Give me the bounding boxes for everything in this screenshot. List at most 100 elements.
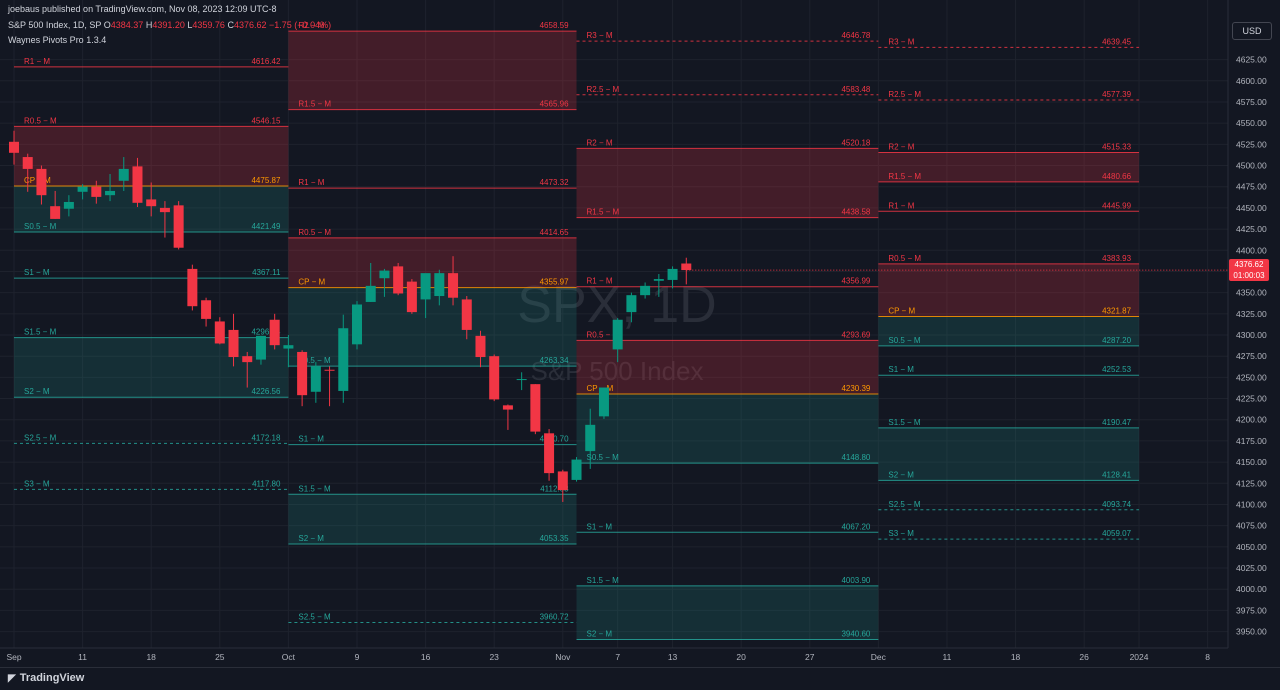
- candle-body: [667, 268, 678, 280]
- candle-body: [255, 335, 266, 360]
- pivot-level-label: S1 − M: [24, 268, 50, 277]
- pivot-level-label: S1.5 − M: [24, 328, 57, 337]
- pivot-level-label: R0.5 − M: [587, 330, 620, 339]
- ohlc-high: 4391.20: [152, 20, 185, 30]
- pivot-level-value: 4520.18: [841, 138, 870, 147]
- candle-body: [91, 186, 102, 197]
- pivot-level-label: CP − M: [298, 278, 325, 287]
- pivot-level-value: 4321.87: [1102, 306, 1131, 315]
- ohlc-h-label: H: [145, 20, 153, 30]
- time-tick-label: 23: [489, 652, 499, 662]
- candle-body: [598, 387, 609, 417]
- pivot-level-label: R1 − M: [298, 178, 324, 187]
- pivot-level-label: R1.5 − M: [298, 100, 331, 109]
- pivot-level-value: 4421.49: [251, 222, 280, 231]
- pivot-level-value: 4515.33: [1102, 143, 1131, 152]
- candle-body: [544, 433, 555, 474]
- time-tick-label: 8: [1205, 652, 1210, 662]
- pivot-level-label: R0.5 − M: [24, 116, 57, 125]
- pivot-level-value: 4480.66: [1102, 172, 1131, 181]
- pivot-level-value: 4546.15: [251, 116, 280, 125]
- price-tick-label: 4350.00: [1236, 288, 1267, 298]
- pivot-level-label: R0.5 − M: [298, 228, 331, 237]
- candle-body: [461, 299, 472, 330]
- price-tick-label: 4200.00: [1236, 415, 1267, 425]
- pivot-level-value: 4172.18: [251, 433, 280, 442]
- currency-button[interactable]: USD: [1232, 22, 1272, 40]
- ohlc-change: −1.75 (−0.04%): [269, 20, 332, 30]
- pivot-zone: [288, 287, 577, 367]
- candle-body: [22, 157, 33, 169]
- price-tick-label: 4300.00: [1236, 330, 1267, 340]
- candle-body: [324, 369, 335, 371]
- time-tick-label: 26: [1079, 652, 1089, 662]
- pivot-level-value: 4639.45: [1102, 37, 1131, 46]
- footer: ◤ TradingView: [0, 667, 1280, 690]
- pivot-zone: [878, 316, 1140, 346]
- candles: [9, 130, 692, 502]
- time-tick-label: Sep: [6, 652, 21, 662]
- time-axis[interactable]: Sep 11 18 25 Oct 9 16 23 Nov 7 13 20 27 Dec 11 18 26 2024…: [0, 647, 1228, 662]
- candle-body: [228, 329, 239, 358]
- symbol-legend[interactable]: S&P 500 Index, 1D, SP O4384.37 H4391.20 …: [8, 20, 331, 30]
- pivot-level-label: S1.5 − M: [587, 576, 620, 585]
- price-tick-label: 4475.00: [1236, 182, 1267, 192]
- pivot-level-value: 4475.87: [251, 176, 280, 185]
- price-tick-label: 4275.00: [1236, 351, 1267, 361]
- pivot-level-label: S3 − M: [24, 479, 50, 488]
- pivot-level-label: R2.5 − M: [888, 90, 921, 99]
- price-tick-label: 4050.00: [1236, 542, 1267, 552]
- candle-body: [420, 273, 431, 300]
- candle-body: [640, 285, 651, 296]
- pivot-zone: [576, 585, 879, 640]
- price-tick-label: 4425.00: [1236, 224, 1267, 234]
- pivot-level-value: 4252.53: [1102, 365, 1131, 374]
- price-axis[interactable]: 3950.00 3975.00 4000.00 4025.00 4050.00 4075.…: [1227, 0, 1280, 648]
- candle-body: [63, 201, 74, 209]
- pivot-levels: R1 − M 4616.42 R0.5 − M 4546.15 CP − M 4475.8…: [14, 21, 1228, 641]
- bar-countdown: 01:00:03: [1233, 271, 1265, 281]
- tradingview-logo[interactable]: ◤ TradingView: [8, 672, 84, 684]
- pivot-level-value: 4093.74: [1102, 500, 1131, 509]
- pivot-zone: [576, 148, 879, 218]
- pivot-zone: [878, 152, 1140, 182]
- pivot-level-value: 4287.20: [1102, 336, 1131, 345]
- indicator-legend[interactable]: Waynes Pivots Pro 1.3.4: [8, 35, 107, 45]
- pivot-zone: [288, 31, 577, 110]
- candle-body: [132, 166, 143, 203]
- symbol-name: S&P 500 Index, 1D, SP: [8, 20, 102, 30]
- pivot-level-label: R2 − M: [298, 21, 324, 30]
- candle-body: [338, 328, 349, 391]
- pivot-level-label: S0.5 − M: [24, 222, 57, 231]
- pivot-level-label: S3 − M: [888, 529, 914, 538]
- pivot-level-label: R2 − M: [587, 138, 613, 147]
- candle-body: [9, 141, 19, 153]
- time-tick-label: 16: [421, 652, 431, 662]
- price-tick-label: 4625.00: [1236, 55, 1267, 65]
- price-tick-label: 4400.00: [1236, 245, 1267, 255]
- pivot-level-label: R2.5 − M: [587, 85, 620, 94]
- pivot-level-label: S1.5 − M: [298, 484, 331, 493]
- candle-body: [379, 270, 390, 279]
- candle-body: [201, 300, 212, 319]
- pivot-level-value: 4067.20: [841, 522, 870, 531]
- price-tick-label: 4175.00: [1236, 436, 1267, 446]
- pivot-level-value: 4190.47: [1102, 418, 1131, 427]
- price-tick-label: 4075.00: [1236, 521, 1267, 531]
- pivot-level-value: 4003.90: [841, 576, 870, 585]
- pivot-level-value: 4616.42: [251, 57, 280, 66]
- price-tick-label: 4100.00: [1236, 499, 1267, 509]
- candle-body: [557, 471, 568, 491]
- pivot-level-label: S1.5 − M: [888, 418, 921, 427]
- pivot-level-label: S2.5 − M: [24, 433, 57, 442]
- ohlc-low: 4359.76: [192, 20, 225, 30]
- price-axis-bg: [1228, 0, 1280, 648]
- price-tick-label: 4600.00: [1236, 76, 1267, 86]
- time-tick-label: 20: [736, 652, 746, 662]
- pivot-zone: [576, 393, 879, 464]
- candle-body: [118, 168, 129, 181]
- pivot-level-label: S2 − M: [888, 470, 914, 479]
- ohlc-open: 4384.37: [110, 20, 144, 30]
